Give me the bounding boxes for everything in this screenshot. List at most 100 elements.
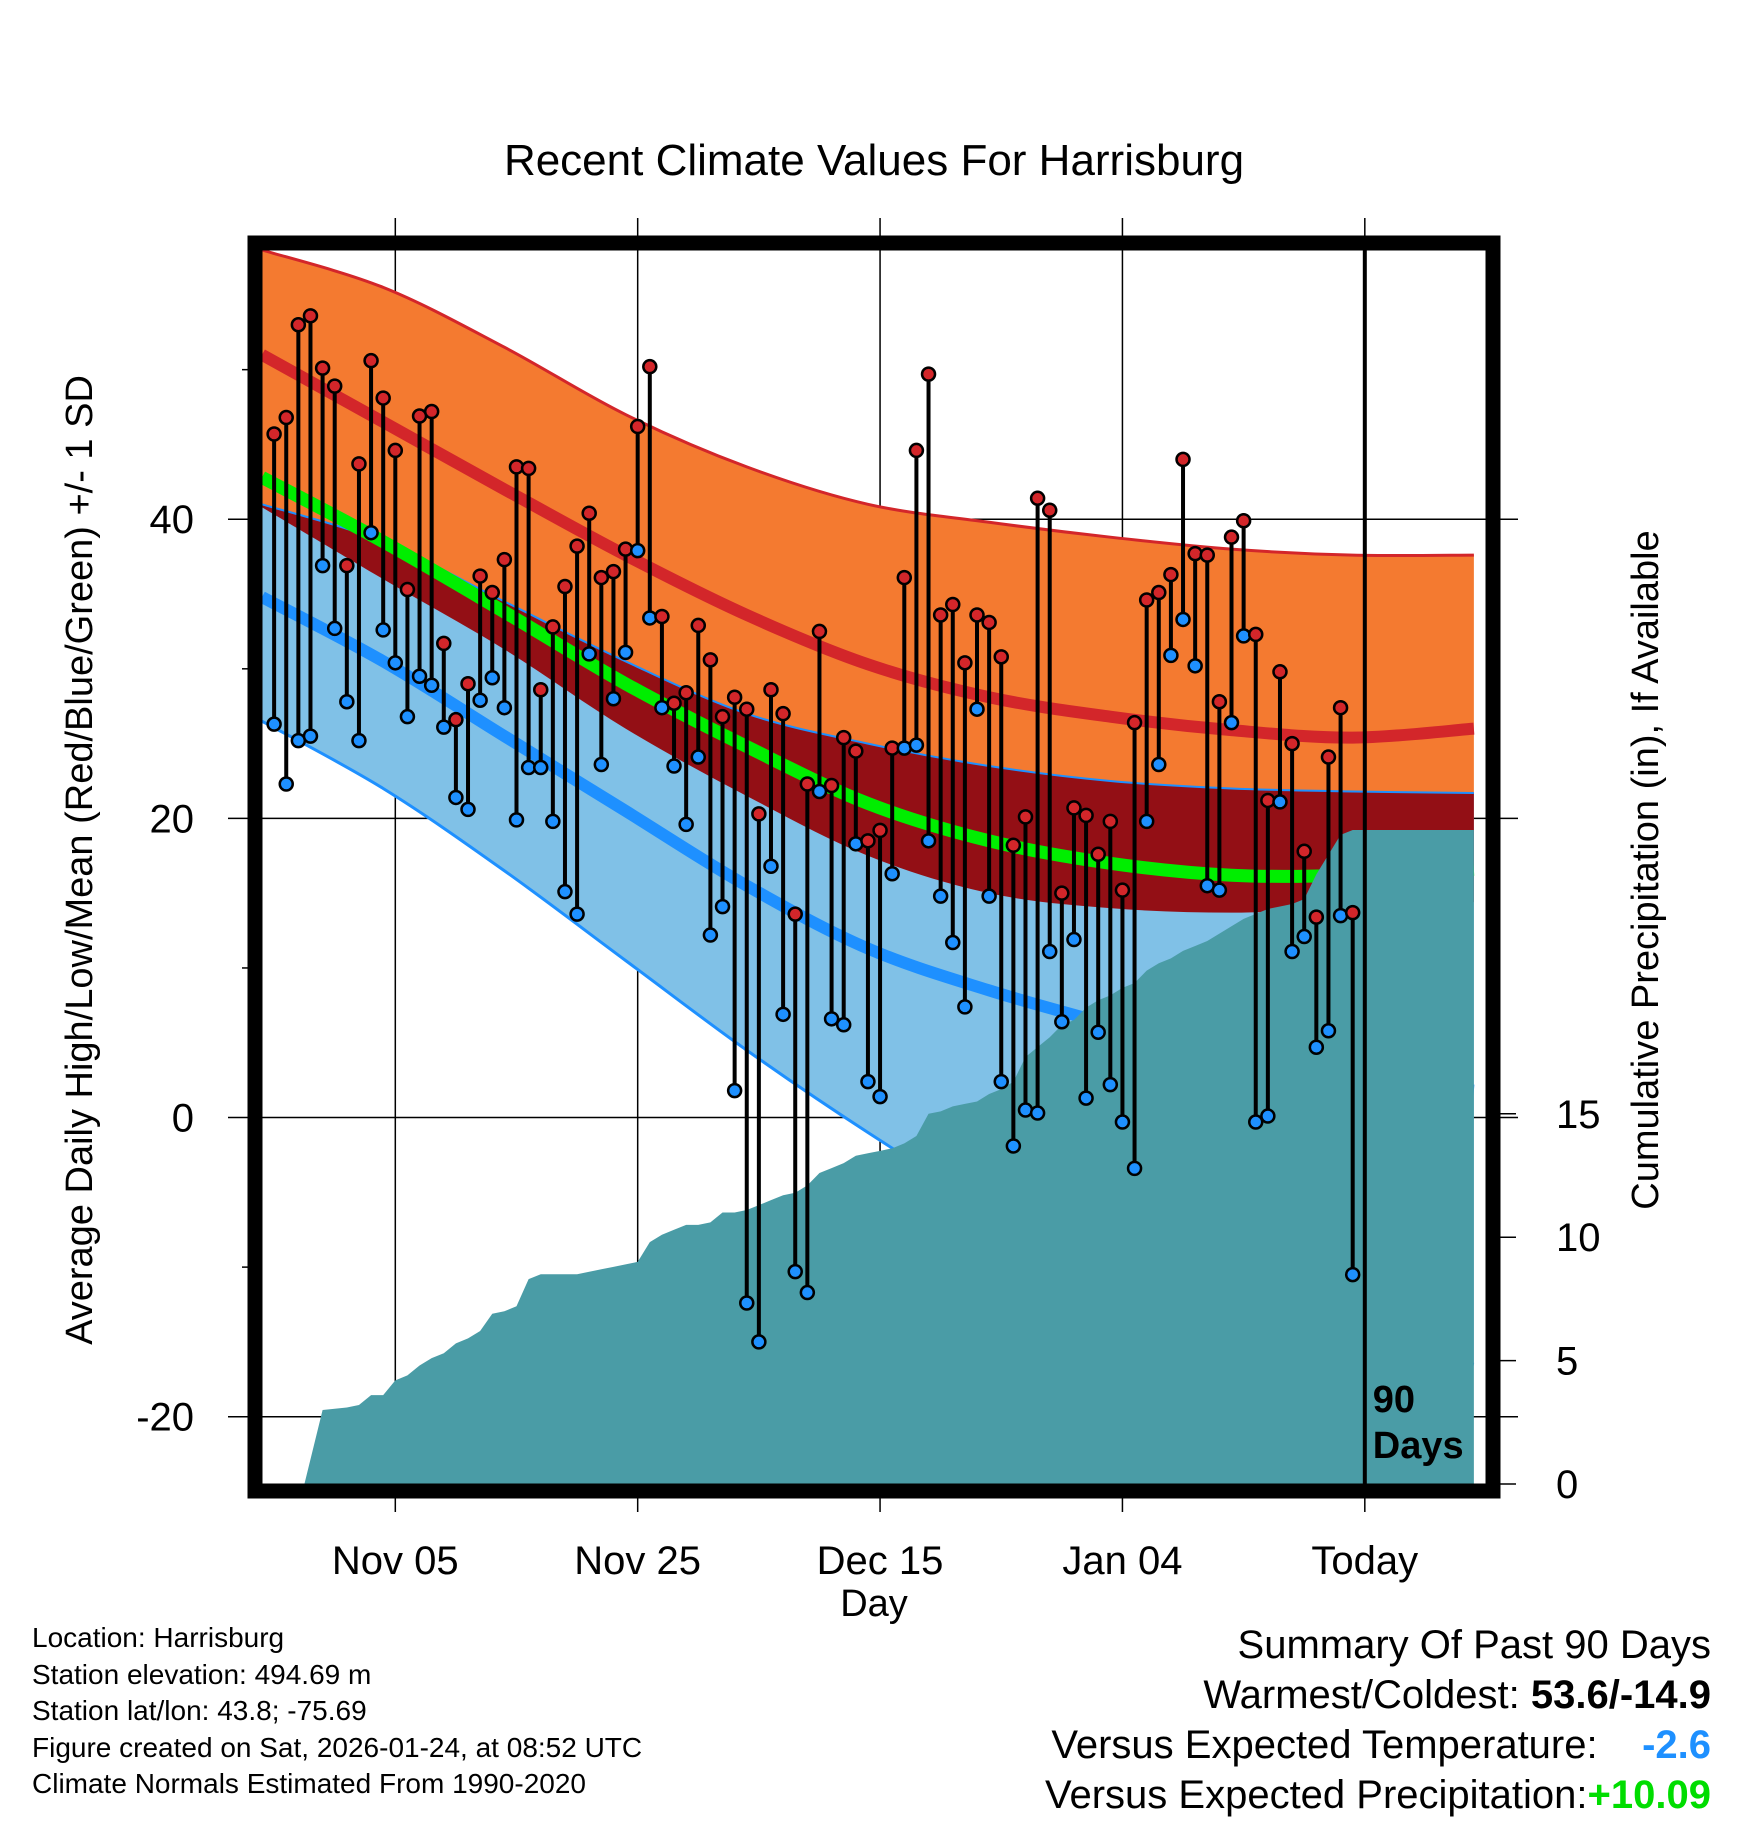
high-point <box>266 426 282 442</box>
low-point <box>496 699 513 716</box>
low-point <box>1151 756 1167 773</box>
low-point <box>835 1017 852 1033</box>
high-point <box>993 649 1009 665</box>
high-point <box>1296 843 1312 860</box>
low-point <box>278 776 294 792</box>
high-point <box>1247 626 1264 643</box>
high-point <box>702 652 719 668</box>
low-point <box>1066 931 1082 948</box>
low-point <box>1296 928 1312 945</box>
high-point <box>860 833 876 849</box>
high-point <box>1332 699 1349 716</box>
high-point <box>823 777 840 794</box>
high-point <box>726 689 743 705</box>
precip-cumulative-area <box>304 829 1474 1484</box>
high-point <box>351 456 367 472</box>
low-point <box>363 524 379 541</box>
high-point <box>1175 451 1191 468</box>
temp-departure-row: Versus Expected Temperature: -2.6 <box>1045 1720 1711 1770</box>
x-tick-label: Nov 25 <box>574 1539 701 1583</box>
high-point <box>302 308 319 324</box>
low-point <box>1126 1160 1143 1177</box>
low-point <box>351 732 367 749</box>
high-point <box>678 684 694 701</box>
low-point <box>981 888 997 904</box>
high-point <box>629 418 646 435</box>
high-point <box>835 729 852 746</box>
warmest-coldest-value: 53.6/-14.9 <box>1530 1673 1711 1717</box>
high-point <box>1272 664 1288 680</box>
y-tick-label: -20 <box>136 1396 194 1440</box>
high-point <box>326 378 343 394</box>
low-point <box>957 999 973 1015</box>
low-point <box>787 1263 803 1280</box>
high-point <box>448 711 464 728</box>
high-point <box>363 352 379 369</box>
daily-points <box>266 308 1361 1350</box>
high-point <box>569 538 585 554</box>
low-point <box>472 692 488 708</box>
low-point <box>387 655 404 671</box>
low-point <box>872 1088 888 1105</box>
high-point <box>1029 490 1046 507</box>
low-point <box>714 898 731 915</box>
high-point <box>1211 693 1228 710</box>
high-point <box>278 409 294 426</box>
high-point <box>545 619 561 635</box>
low-point <box>581 646 597 662</box>
low-point <box>339 693 355 710</box>
high-point <box>642 358 658 375</box>
low-point <box>375 622 391 638</box>
low-point <box>811 783 828 800</box>
low-point <box>436 719 452 735</box>
high-point <box>1066 800 1082 816</box>
low-point <box>1308 1039 1325 1055</box>
high-point <box>908 442 925 459</box>
high-point <box>666 695 682 711</box>
latlon-text: Station lat/lon: 43.8; -75.69 <box>32 1695 367 1726</box>
high-point <box>593 569 610 586</box>
high-point <box>339 557 355 574</box>
high-point <box>1138 592 1155 608</box>
high-point <box>557 578 573 595</box>
overlap-band <box>262 504 1474 913</box>
high-point <box>1199 547 1216 563</box>
x-axis-label: Day <box>840 1583 908 1625</box>
high-point <box>763 682 779 698</box>
precip-area <box>304 829 1474 1484</box>
low-point <box>1163 647 1179 664</box>
low-point <box>1211 882 1228 898</box>
low-point <box>860 1073 876 1090</box>
high-point <box>460 676 476 692</box>
low-point <box>739 1295 755 1311</box>
low-point <box>969 701 985 717</box>
low-point <box>605 690 622 707</box>
low-point <box>1078 1090 1094 1106</box>
high-point <box>314 360 331 376</box>
high-point <box>969 607 985 623</box>
low-point <box>1090 1024 1106 1041</box>
low-point <box>314 557 331 574</box>
x-tick-label: Today <box>1311 1539 1418 1583</box>
elevation-text: Station elevation: 494.69 m <box>32 1658 372 1690</box>
high-point <box>1344 904 1361 921</box>
y-tick-label: 20 <box>150 797 195 841</box>
high-sd-edge <box>261 248 1474 558</box>
high-point <box>1005 837 1022 854</box>
low-point <box>1114 1114 1131 1130</box>
high-point <box>932 607 949 623</box>
high-point <box>1223 529 1240 545</box>
high-point <box>945 596 961 613</box>
y2-tick-label: 5 <box>1556 1340 1578 1384</box>
window-label: Days <box>1373 1425 1464 1467</box>
y-tick-label: 40 <box>150 498 195 542</box>
low-point <box>908 737 925 753</box>
high-point <box>714 708 731 725</box>
high-point <box>1151 584 1167 601</box>
created-text: Figure created on Sat, 2026-01-24, at 08… <box>32 1731 643 1763</box>
high-normal-line <box>259 349 1475 744</box>
low-point <box>593 756 610 773</box>
low-point <box>1175 611 1191 628</box>
summary-panel: Summary Of Past 90 Days Warmest/Coldest:… <box>1045 1620 1711 1820</box>
x-tick-label: Nov 05 <box>332 1539 459 1583</box>
